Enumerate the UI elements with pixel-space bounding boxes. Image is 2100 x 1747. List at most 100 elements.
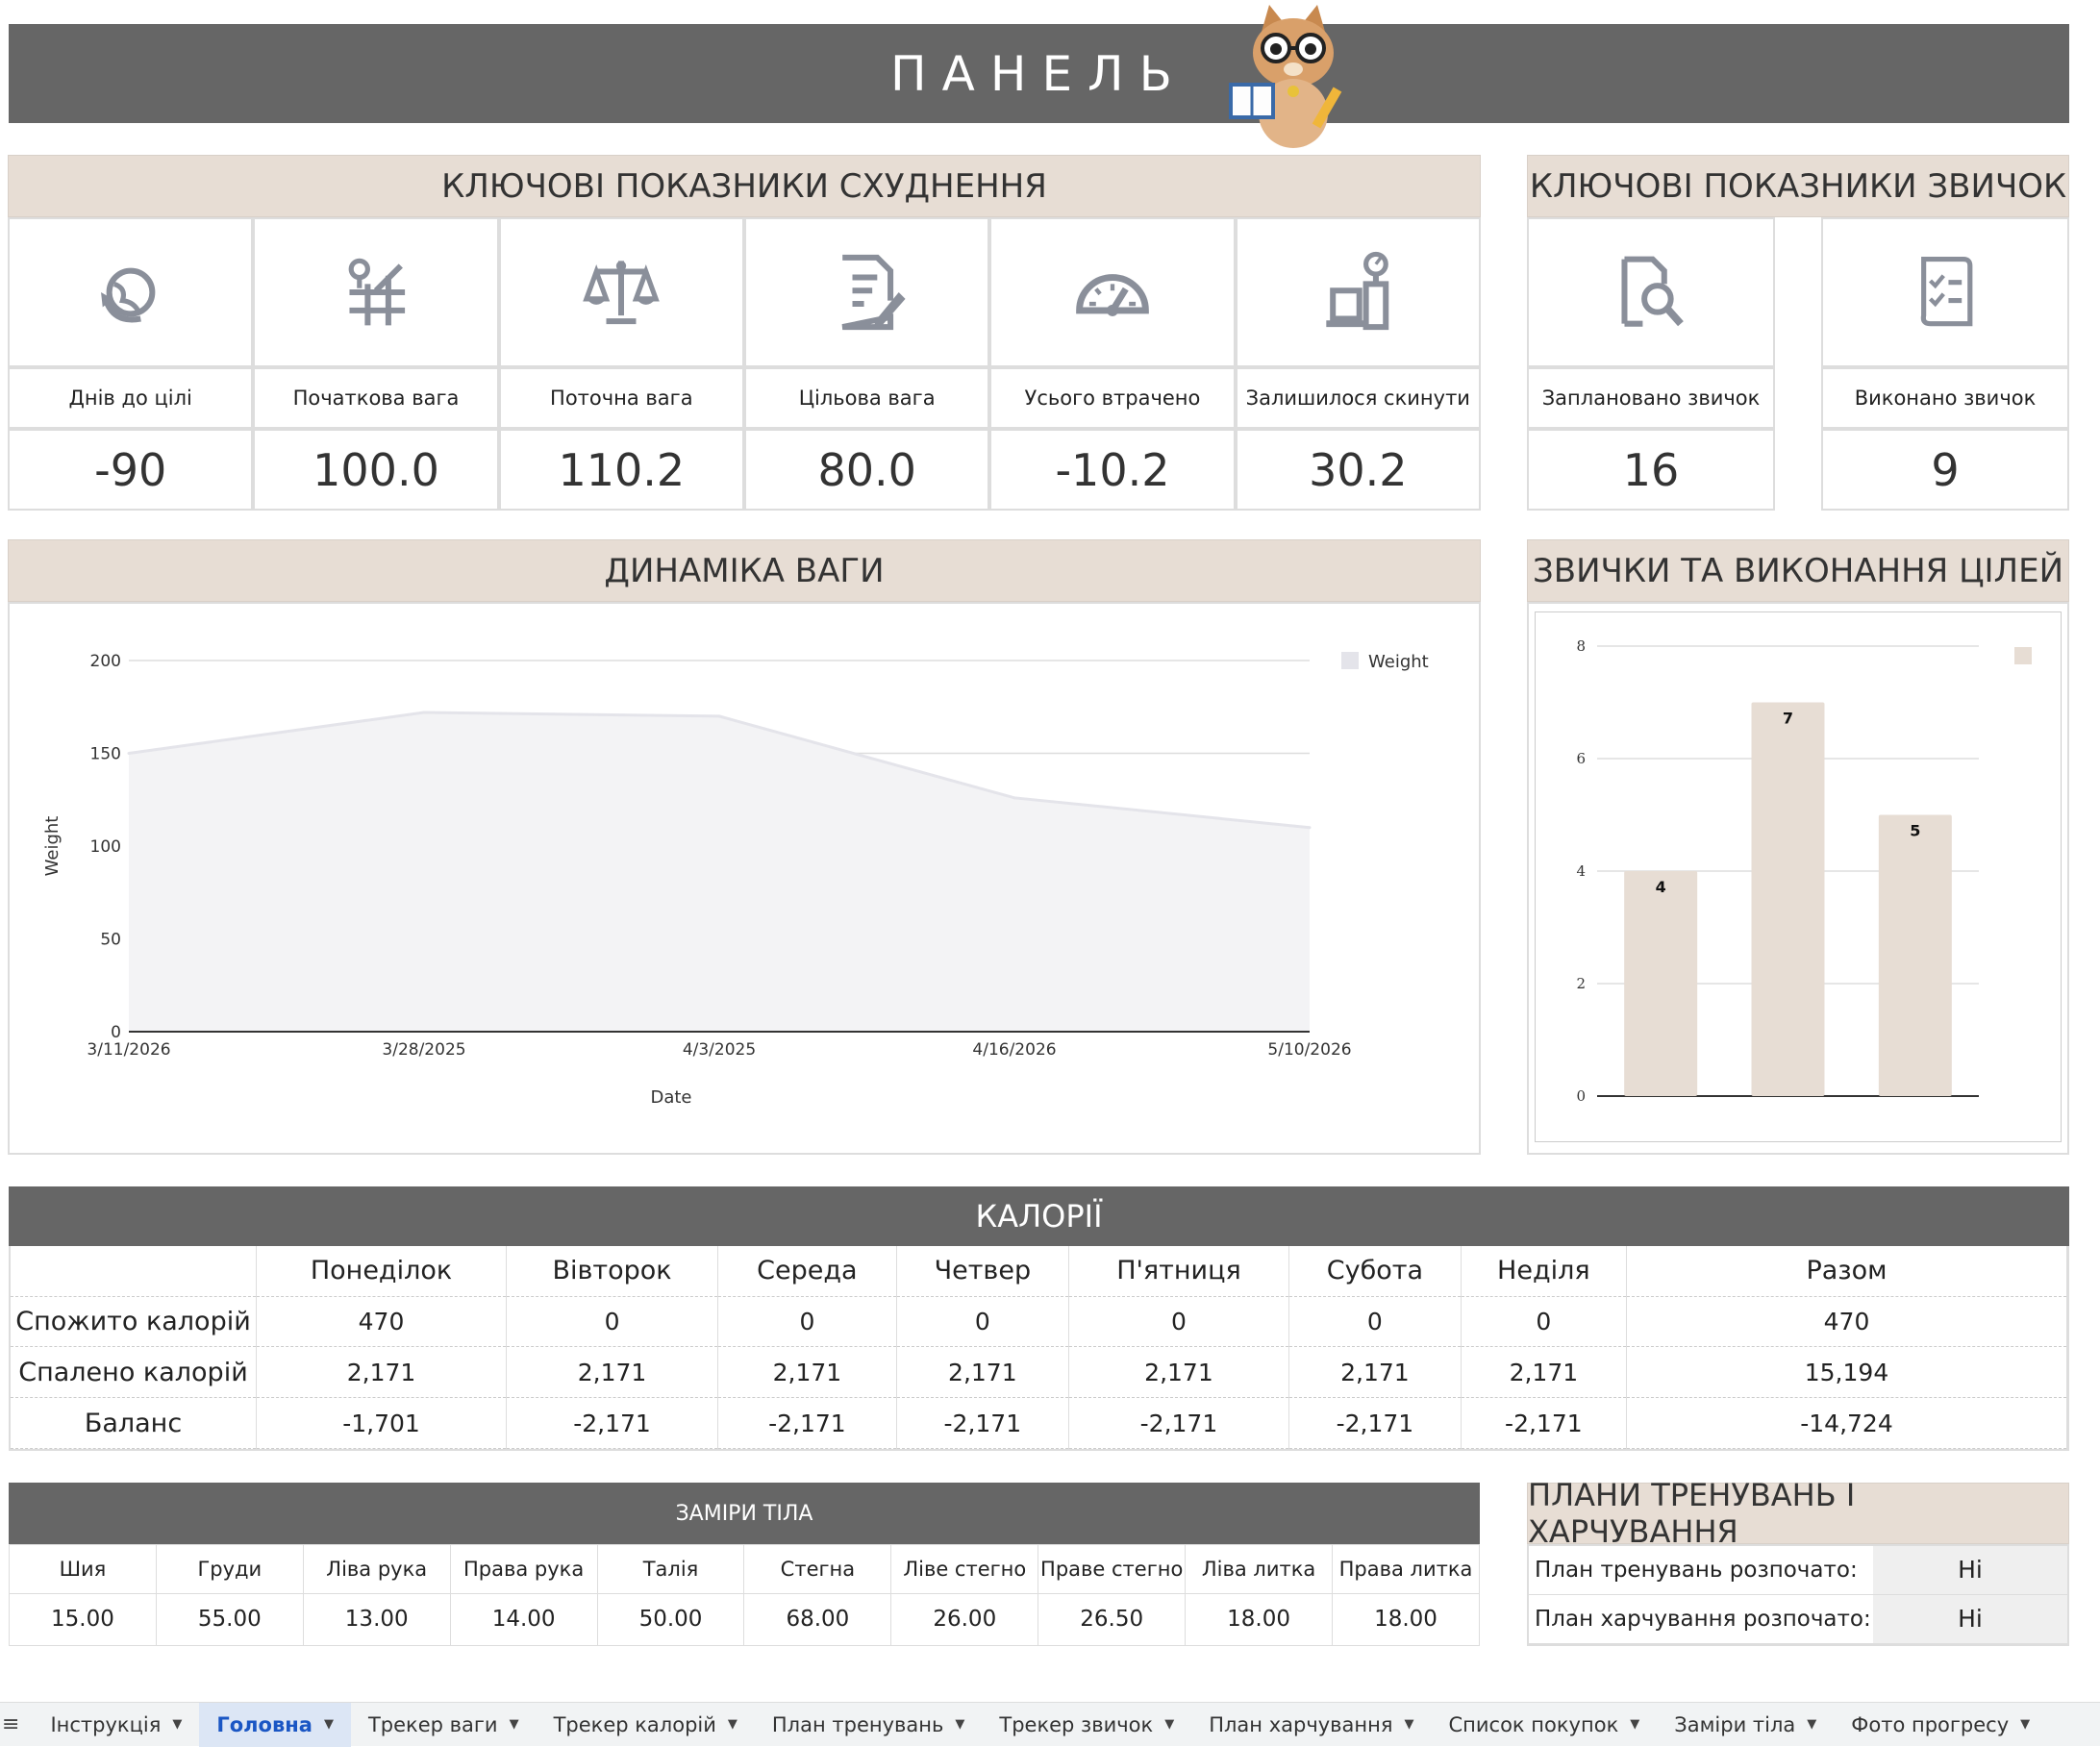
sheet-tab[interactable]: Інструкція ▼ [33, 1703, 199, 1747]
plan-label: План харчування розпочато: [1529, 1594, 1873, 1645]
chevron-down-icon[interactable]: ▼ [323, 1717, 334, 1732]
sheet-tab-label: План харчування [1209, 1712, 1393, 1736]
sheet-tab[interactable]: План тренувань ▼ [755, 1703, 982, 1747]
kpi-label: Початкова вага [253, 367, 499, 429]
document-search-icon [1527, 217, 1775, 367]
calorie-cell[interactable]: 470 [1626, 1296, 2067, 1348]
chevron-down-icon[interactable]: ▼ [955, 1717, 965, 1732]
calorie-cell[interactable]: 15,194 [1626, 1346, 2067, 1399]
plan-status-dropdown[interactable]: Ні [1873, 1594, 2067, 1645]
weight-point [1308, 826, 1312, 830]
chevron-down-icon[interactable]: ▼ [2020, 1717, 2031, 1732]
x-tick-label: 4/3/2025 [683, 1040, 756, 1060]
measurement-value[interactable]: 55.00 [155, 1592, 304, 1647]
calorie-cell[interactable]: -2,171 [1068, 1397, 1290, 1449]
weight-kpi-grid: Днів до цілі -90 Початкова вага 100.0 Поточн… [8, 217, 1481, 511]
measurement-value[interactable]: 13.00 [302, 1592, 451, 1647]
globe-arrow-icon [8, 217, 254, 367]
calorie-cell[interactable]: 0 [1068, 1296, 1290, 1348]
calorie-cell[interactable]: 0 [506, 1296, 718, 1348]
calorie-cell[interactable]: 0 [717, 1296, 897, 1348]
calorie-cell[interactable]: 2,171 [717, 1346, 897, 1399]
y-tick-label: 0 [1576, 1087, 1586, 1105]
calorie-cell[interactable]: 2,171 [1288, 1346, 1462, 1399]
sheet-tab-label: Інструкція [50, 1712, 162, 1736]
measurement-value[interactable]: 15.00 [9, 1592, 157, 1647]
sheet-tab[interactable]: Список покупок ▼ [1432, 1703, 1658, 1747]
kpi-value: 16 [1527, 429, 1775, 511]
measurement-header: Шия [9, 1544, 157, 1594]
kpi-value: 30.2 [1235, 429, 1481, 511]
chevron-down-icon[interactable]: ▼ [509, 1717, 519, 1732]
weight-point [717, 714, 721, 718]
row-label: Баланс [11, 1397, 257, 1449]
row-label: Спалено калорій [11, 1346, 257, 1399]
table-row: Баланс -1,701 -2,171 -2,171 -2,171 -2,171 -2,1… [11, 1397, 2067, 1449]
day-header: Неділя [1461, 1246, 1628, 1297]
calorie-cell[interactable]: -2,171 [506, 1397, 718, 1449]
calorie-cell[interactable]: -1,701 [256, 1397, 508, 1449]
day-header: Четвер [896, 1246, 1069, 1297]
calorie-cell[interactable]: 2,171 [1461, 1346, 1628, 1399]
calorie-cell[interactable]: -14,724 [1626, 1397, 2067, 1449]
chevron-down-icon[interactable]: ▼ [1630, 1717, 1640, 1732]
plans-table: План тренувань розпочато: Ні План харчуван… [1529, 1546, 2067, 1645]
x-tick-label: 5/10/2026 [1267, 1040, 1351, 1060]
sheet-tab[interactable]: Трекер звичок ▼ [982, 1703, 1191, 1747]
weight-chart-title: ДИНАМІКА ВАГИ [604, 551, 885, 590]
calorie-cell[interactable]: 470 [256, 1296, 508, 1348]
sheet-tab[interactable]: Трекер ваги ▼ [351, 1703, 537, 1747]
y-tick-label: 100 [90, 837, 121, 857]
kpi-value: 110.2 [498, 429, 744, 511]
calorie-cell[interactable]: -2,171 [717, 1397, 897, 1449]
measurement-value[interactable]: 26.50 [1038, 1592, 1187, 1647]
habit-kpi-card-1: Виконано звичок 9 [1821, 217, 2069, 511]
kpi-label: Цільова вага [743, 367, 990, 429]
habit-bar-chart: 0 2 4 6 8 4 7 5 [1576, 637, 2032, 1105]
sheet-tab[interactable]: План харчування ▼ [1191, 1703, 1431, 1747]
habit-kpi-header: КЛЮЧОВІ ПОКАЗНИКИ ЗВИЧОК [1527, 155, 2069, 217]
chevron-down-icon[interactable]: ▼ [172, 1717, 183, 1732]
habit-chart-panel: 0 2 4 6 8 4 7 5 [1527, 602, 2069, 1155]
kpi-label: Усього втрачено [989, 367, 1236, 429]
calorie-cell[interactable]: 0 [1461, 1296, 1628, 1348]
day-header: Середа [717, 1246, 897, 1297]
calorie-cell[interactable]: -2,171 [1461, 1397, 1628, 1449]
measurement-value[interactable]: 18.00 [1332, 1592, 1480, 1647]
all-sheets-menu-icon[interactable]: ≡ [2, 1712, 20, 1736]
chevron-down-icon[interactable]: ▼ [1404, 1717, 1414, 1732]
day-header: Разом [1626, 1246, 2067, 1297]
table-row: План харчування розпочато: Ні [1529, 1594, 2067, 1645]
kpi-label: Виконано звичок [1821, 367, 2069, 429]
sheet-tab[interactable]: Головна ▼ [199, 1702, 351, 1747]
calorie-cell[interactable]: 2,171 [506, 1346, 718, 1399]
calorie-cell[interactable]: 0 [1288, 1296, 1462, 1348]
plan-status-dropdown[interactable]: Ні [1873, 1546, 2067, 1595]
calorie-cell[interactable]: -2,171 [1288, 1397, 1462, 1449]
weight-area-chart: 0 50 100 150 200 3/11/2026 3/28/2025 4/3/2025 4/… [42, 652, 1429, 1108]
calorie-cell[interactable]: 0 [896, 1296, 1069, 1348]
calorie-cell[interactable]: 2,171 [896, 1346, 1069, 1399]
legend-swatch [1341, 652, 1359, 669]
chevron-down-icon[interactable]: ▼ [1164, 1717, 1175, 1732]
calorie-cell[interactable]: -2,171 [896, 1397, 1069, 1449]
bar-data-label: 7 [1783, 710, 1793, 728]
sheet-tab[interactable]: Заміри тіла ▼ [1657, 1703, 1834, 1747]
weight-chart-panel: 0 50 100 150 200 3/11/2026 3/28/2025 4/3/2025 4/… [8, 602, 1481, 1155]
measurement-value[interactable]: 18.00 [1185, 1592, 1334, 1647]
sheet-tab[interactable]: Трекер калорій ▼ [537, 1703, 755, 1747]
measurement-value[interactable]: 50.00 [596, 1592, 745, 1647]
calorie-cell[interactable]: 2,171 [256, 1346, 508, 1399]
y-tick-label: 4 [1576, 862, 1586, 880]
kpi-value: 9 [1821, 429, 2069, 511]
kpi-label: Залишилося скинути [1235, 367, 1481, 429]
measurement-value[interactable]: 26.00 [890, 1592, 1039, 1647]
measurement-value[interactable]: 14.00 [449, 1592, 598, 1647]
measurement-value[interactable]: 68.00 [743, 1592, 892, 1647]
habit-bar [1751, 702, 1825, 1096]
sheet-tab-label: Заміри тіла [1674, 1712, 1796, 1736]
sheet-tab[interactable]: Фото прогресу ▼ [1834, 1703, 2047, 1747]
chevron-down-icon[interactable]: ▼ [1807, 1717, 1817, 1732]
chevron-down-icon[interactable]: ▼ [727, 1717, 738, 1732]
calorie-cell[interactable]: 2,171 [1068, 1346, 1290, 1399]
